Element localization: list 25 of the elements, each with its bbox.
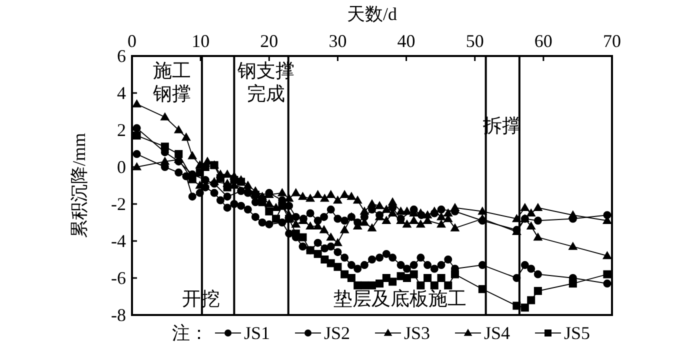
legend-label: JS1	[244, 323, 270, 343]
x-tick-label: 10	[192, 31, 210, 51]
y-axis-title: 累积沉降/mm	[69, 132, 89, 238]
y-tick-label: 4	[117, 83, 126, 103]
legend-label: JS3	[404, 323, 430, 343]
y-tick-label: 0	[117, 157, 126, 177]
y-tick-label: -8	[111, 305, 126, 325]
legend-label: JS4	[484, 323, 510, 343]
x-tick-label: 50	[466, 31, 484, 51]
x-tick-label: 60	[534, 31, 552, 51]
y-tick-label: 2	[117, 120, 126, 140]
y-tick-label: -2	[111, 194, 126, 214]
y-tick-label: -6	[111, 268, 126, 288]
x-tick-label: 70	[603, 31, 621, 51]
x-tick-label: 20	[260, 31, 278, 51]
legend-label: JS2	[324, 323, 350, 343]
x-axis-title: 天数/d	[346, 4, 398, 24]
y-tick-label: 6	[117, 46, 126, 66]
x-tick-label: 30	[328, 31, 347, 51]
x-tick-label: 40	[397, 31, 416, 51]
legend-label: JS5	[564, 323, 590, 343]
annotation: 施工钢撑	[152, 60, 192, 106]
legend-title: 注：	[172, 323, 208, 343]
y-tick-label: -4	[111, 231, 126, 251]
annotation: 垫层及底板施工	[332, 288, 468, 311]
